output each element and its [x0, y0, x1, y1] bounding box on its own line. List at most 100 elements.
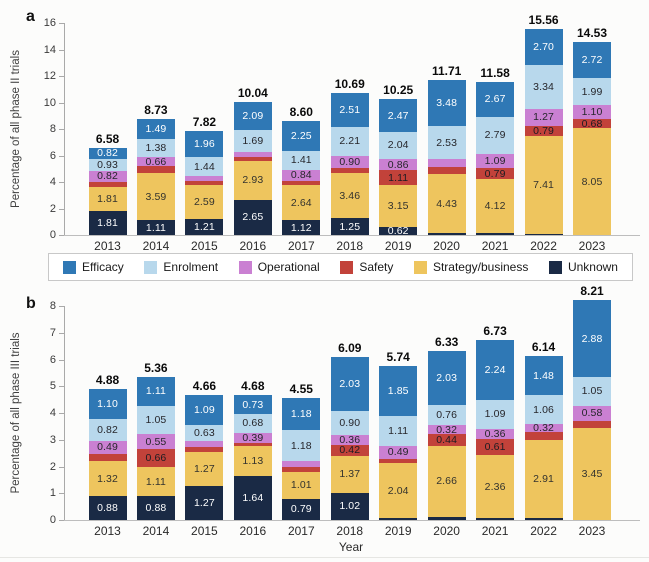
- bar-segment-safety: 0.68: [573, 118, 611, 130]
- bar-segment-value: 1.11: [388, 424, 409, 437]
- bar-segment-value: 1.11: [145, 385, 166, 398]
- bar-segment-unknown: 1.27: [185, 486, 224, 520]
- x-tick-label: 2023: [578, 239, 606, 253]
- x-tick-label: 2020: [433, 524, 460, 538]
- bar-segment-value: 3.59: [145, 190, 167, 203]
- bar-segment-operational: 1.27: [524, 108, 563, 126]
- bar-segment-value: 0.86: [387, 158, 409, 171]
- bar-segment-strategy: 3.46: [330, 172, 369, 219]
- bar-segment-value: 1.27: [193, 463, 215, 476]
- bar-segment-value: 1.18: [290, 439, 312, 452]
- bar-segment-value: 0.62: [387, 224, 409, 237]
- bar-segment-operational: 0.66: [136, 156, 175, 168]
- bar-segment-enrolment: 0.63: [185, 424, 224, 442]
- bar-segment-value: 1.18: [290, 408, 312, 421]
- bar-segment-enrolment: 0.93: [88, 158, 127, 171]
- bar-segment-value: 2.72: [581, 54, 603, 67]
- bar-segment-efficacy: 2.70: [524, 28, 563, 65]
- bar-segment-strategy: 8.05: [573, 128, 611, 235]
- y-tick-mark: [59, 306, 64, 307]
- bar-segment-strategy: 2.93: [233, 161, 272, 200]
- x-tick-label: 2020: [433, 239, 460, 253]
- bar-segment-safety: 0.44: [427, 434, 466, 446]
- bar-total-label: 6.73: [483, 323, 507, 338]
- bar-segment-enrolment: 2.04: [379, 131, 418, 159]
- bar-segment-value: 0.79: [484, 167, 506, 180]
- y-axis-line: [64, 23, 65, 235]
- bar-segment-operational: 0.82: [88, 170, 127, 183]
- legend-label-strategy: Strategy/business: [432, 260, 529, 274]
- bar-segment-strategy: 4.43: [427, 174, 466, 233]
- bar-segment-efficacy: 3.48: [427, 79, 466, 126]
- bar-segment-value: 1.25: [339, 220, 361, 233]
- bar-segment-value: 2.59: [193, 195, 215, 208]
- bar-total-label: 10.04: [237, 85, 268, 100]
- y-tick-label: 16: [43, 17, 56, 29]
- bar-segment-strategy: 2.66: [427, 445, 466, 517]
- bar-segment-safety: [233, 156, 272, 162]
- bar-segment-safety: 0.61: [476, 438, 515, 455]
- y-tick-label: 1: [49, 487, 56, 500]
- bar-segment-value: 2.21: [339, 135, 361, 148]
- x-tick-label: 2013: [94, 524, 121, 538]
- x-axis-title: Year: [338, 540, 364, 554]
- bar-segment-value: 1.37: [339, 468, 361, 481]
- bar-segment-value: 1.44: [193, 160, 215, 173]
- y-tick-mark: [59, 493, 64, 495]
- bar-segment-operational: [233, 152, 272, 157]
- bar-segment-value: 1.69: [242, 134, 264, 147]
- bar-segment-enrolment: 3.34: [524, 64, 563, 109]
- bar-segment-value: 0.88: [97, 502, 118, 515]
- bar-segment-safety: [282, 180, 321, 186]
- legend-item-efficacy: Efficacy: [63, 260, 124, 274]
- panel-a-y-axis-title: Percentage of all phase II trials: [10, 50, 22, 208]
- bar-segment-enrolment: 1.99: [573, 78, 611, 105]
- bar-segment-value: 1.64: [242, 492, 264, 505]
- bar-segment-value: 8.05: [581, 175, 603, 188]
- bar-segment-efficacy: 2.47: [379, 99, 418, 132]
- bar-segment-strategy: 4.12: [476, 178, 515, 234]
- y-tick-mark: [59, 155, 64, 157]
- panel-b-label: b: [26, 295, 36, 312]
- bar-segment-value: 0.66: [145, 451, 167, 464]
- bar-segment-value: 1.05: [145, 414, 167, 427]
- bottom-divider: [0, 557, 649, 558]
- bar-segment-value: 0.82: [97, 147, 118, 160]
- legend-swatch-unknown-icon: [548, 260, 562, 274]
- bar-segment-value: 0.42: [339, 444, 361, 457]
- bar-segment-value: 7.41: [533, 179, 554, 192]
- bar-segment-safety: [88, 181, 127, 188]
- bar-total-label: 8.60: [289, 105, 313, 120]
- x-tick-label: 2022: [530, 524, 557, 538]
- x-tick-label: 2019: [384, 239, 412, 253]
- bar-segment-value: 1.21: [193, 220, 215, 233]
- bar-segment-value: 0.82: [97, 423, 118, 436]
- bar-segment-unknown: [476, 518, 515, 520]
- legend-label-operational: Operational: [257, 260, 320, 274]
- bar-segment-value: 0.49: [387, 446, 409, 459]
- bar-segment-unknown: 1.02: [330, 492, 369, 520]
- bar-segment-value: 0.73: [242, 398, 264, 411]
- bar-segment-value: 1.38: [145, 142, 167, 155]
- bar-segment-efficacy: 2.88: [573, 300, 611, 378]
- legend-label-unknown: Unknown: [567, 260, 618, 274]
- bar-segment-unknown: 1.12: [282, 220, 321, 235]
- x-tick-label: 2018: [336, 524, 364, 538]
- bar-segment-efficacy: 0.73: [233, 394, 272, 415]
- bar-total-label: 10.69: [334, 77, 365, 92]
- y-tick-mark: [59, 49, 64, 51]
- bar-total-label: 14.53: [576, 26, 608, 41]
- bar-segment-safety: 0.66: [136, 449, 175, 467]
- bar-segment-value: 4.43: [436, 197, 458, 210]
- legend-swatch-enrolment-icon: [144, 260, 158, 274]
- bar-segment-value: 1.41: [290, 154, 312, 167]
- y-tick-mark: [59, 466, 64, 468]
- bar-segment-value: 0.82: [97, 170, 118, 183]
- bar-segment-safety: 0.79: [524, 125, 563, 137]
- bar-segment-safety: [427, 167, 466, 175]
- bar-segment-value: 2.91: [533, 473, 554, 486]
- x-tick-label: 2023: [578, 524, 606, 538]
- bar-segment-efficacy: 1.85: [379, 366, 418, 416]
- bar-segment-value: 0.79: [290, 503, 312, 516]
- bar-segment-value: 0.32: [533, 421, 554, 434]
